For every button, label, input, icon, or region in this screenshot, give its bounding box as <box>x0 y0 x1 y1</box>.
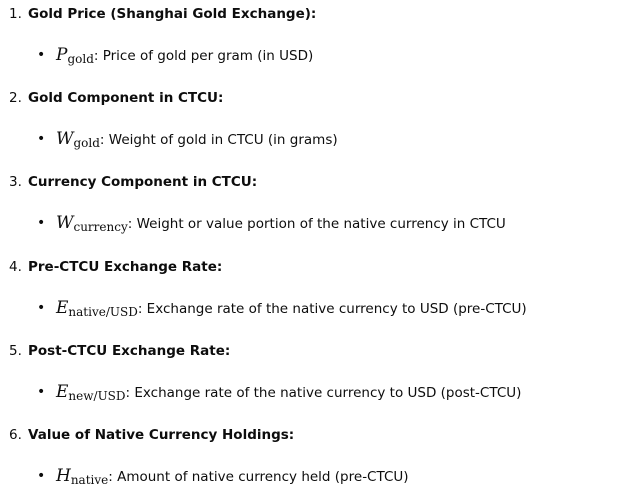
item-number: 1. <box>9 6 22 22</box>
item-number: 2. <box>9 90 22 107</box>
variable-subscript: gold <box>67 52 94 66</box>
variable-symbol: W <box>56 129 74 150</box>
variable-subscript: native <box>70 473 109 487</box>
variable-symbol: E <box>56 297 69 318</box>
item-number: 3. <box>9 174 22 191</box>
item-number: 5. <box>9 342 22 359</box>
item-definition: Wgold: Weight of gold in CTCU (in grams) <box>56 129 338 150</box>
bullet-icon: • <box>37 215 46 232</box>
item-title: Gold Price (Shanghai Gold Exchange): <box>28 6 317 22</box>
variable-subscript: native/USD <box>68 304 138 319</box>
variable-symbol: W <box>56 213 74 234</box>
variable-symbol: H <box>56 466 71 486</box>
definition-text: : Price of gold per gram (in USD) <box>93 48 314 64</box>
item-title: Pre-CTCU Exchange Rate: <box>28 258 223 275</box>
variable-subscript: currency <box>73 220 128 235</box>
definition-text: : Exchange rate of the native currency t… <box>137 300 527 317</box>
item-definition: Wcurrency: Weight or value portion of th… <box>56 213 506 234</box>
definition-text: : Weight of gold in CTCU (in grams) <box>99 132 338 149</box>
variable-symbol: P <box>56 45 68 65</box>
bullet-icon: • <box>37 299 46 316</box>
item-title: Currency Component in CTCU: <box>28 174 258 191</box>
item-number: 4. <box>9 258 22 275</box>
bullet-icon: • <box>37 468 46 484</box>
bullet-icon: • <box>37 383 46 400</box>
item-definition: Enew/USD: Exchange rate of the native cu… <box>56 382 521 403</box>
definition-text: : Weight or value portion of the native … <box>127 216 506 233</box>
item-title: Value of Native Currency Holdings: <box>28 427 295 443</box>
item-definition: Enative/USD: Exchange rate of the native… <box>56 298 527 319</box>
bullet-icon: • <box>37 47 46 63</box>
definition-text: : Exchange rate of the native currency t… <box>125 384 522 401</box>
item-definition: Pgold: Price of gold per gram (in USD) <box>56 45 313 66</box>
definition-text: : Amount of native currency held (pre-CT… <box>108 469 409 485</box>
variable-subscript: gold <box>73 136 100 151</box>
item-title: Gold Component in CTCU: <box>28 90 224 107</box>
item-definition: Hnative: Amount of native currency held … <box>56 466 409 487</box>
variable-symbol: E <box>56 381 69 402</box>
bullet-icon: • <box>37 131 46 148</box>
variable-subscript: new/USD <box>68 388 126 403</box>
item-title: Post-CTCU Exchange Rate: <box>28 342 231 359</box>
item-number: 6. <box>9 427 22 443</box>
